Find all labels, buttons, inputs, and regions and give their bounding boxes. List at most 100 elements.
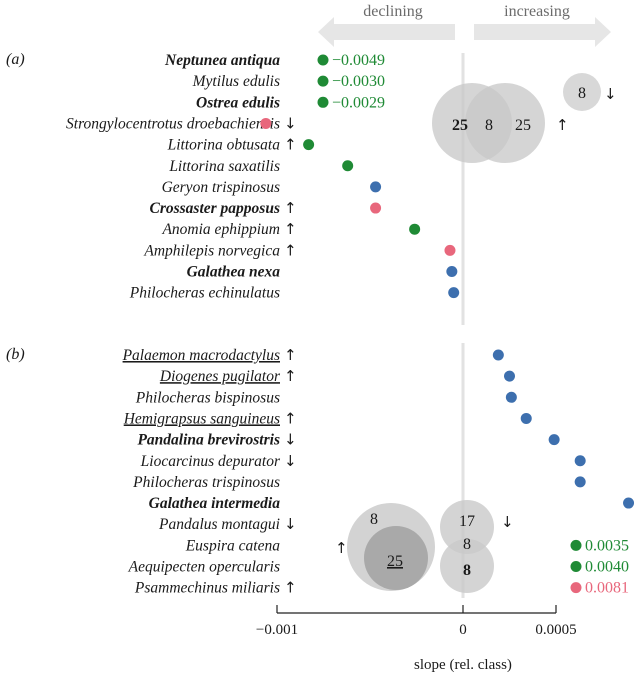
species-row: Psammechinus miliaris ↑ 0.0081: [134, 579, 629, 597]
venn-a-single: 8 ↓: [563, 73, 617, 111]
trend-arrow: ↑: [284, 136, 297, 154]
species-row: Philocheras echinulatus: [129, 285, 460, 302]
slope-point: [574, 476, 586, 488]
slope-point: [520, 412, 532, 424]
trend-arrow: ↑: [284, 241, 297, 259]
trend-arrow: ↑: [284, 346, 297, 364]
species-name: Hemigrapsus sanguineus: [123, 410, 280, 427]
slope-point: [492, 349, 504, 361]
species-name: Strongylocentrotus droebachiensis: [66, 115, 280, 132]
header-increasing-label: increasing: [504, 3, 570, 20]
slope-point: [570, 582, 582, 594]
slope-point: [317, 75, 329, 87]
slope-point: [504, 370, 515, 382]
slope-point: [574, 455, 586, 467]
species-name: Palaemon macrodactylus: [122, 347, 280, 364]
species-row: Pandalus montagui ↓: [158, 515, 297, 533]
venn-b-bottom-count: 8: [463, 562, 471, 579]
venn-a-pair: 25 8 25 ↑: [432, 83, 569, 163]
species-name: Amphilepis norvegica: [143, 242, 280, 259]
x-axis: slope (rel. class) −0.001 0 0.0005: [256, 605, 577, 673]
species-name: Galathea intermedia: [149, 495, 281, 512]
venn-b-stacked-arrow: ↓: [501, 513, 514, 531]
increasing-arrow: [474, 17, 611, 47]
venn-a-right-count: 25: [515, 117, 531, 134]
trend-arrow: ↓: [284, 452, 297, 470]
venn-b-nested-arrow: ↑: [335, 539, 348, 557]
slope-value-label: −0.0030: [332, 73, 385, 90]
species-name: Pandalus montagui: [158, 516, 280, 533]
species-name: Philocheras echinulatus: [129, 285, 280, 302]
trend-arrow: ↑: [284, 367, 297, 385]
venn-b-outer-count: 8: [370, 511, 378, 528]
species-name: Aequipecten opercularis: [128, 559, 280, 576]
venn-a-overlap-count: 8: [485, 117, 493, 134]
species-row: Liocarcinus depurator ↓: [140, 452, 586, 470]
species-name: Neptunea antiqua: [164, 52, 280, 69]
venn-b-overlap-count: 8: [463, 536, 471, 553]
species-name: Liocarcinus depurator: [140, 453, 281, 470]
venn-diagrams: 25 8 25 ↑ 8 ↓ 8 25 ↑ 17 8 8 ↓: [335, 73, 617, 593]
species-name: Galathea nexa: [187, 264, 281, 281]
species-row: Anomia ephippium ↑: [161, 220, 421, 238]
slope-point: [505, 391, 517, 403]
trend-arrow: ↑: [284, 579, 297, 597]
slope-point: [446, 266, 458, 277]
species-name: Pandalina brevirostris: [137, 432, 280, 449]
species-name: Littorina obtusata: [167, 137, 281, 154]
species-row: Littorina obtusata ↑: [167, 136, 315, 154]
venn-a-left-count: 25: [452, 117, 468, 134]
slope-value-label: −0.0049: [332, 52, 385, 69]
venn-b-bottom-circle: [440, 539, 494, 593]
species-row: Littorina saxatilis: [168, 158, 354, 175]
species-row: Galathea nexa: [187, 264, 458, 281]
species-name: Diogenes pugilator: [159, 368, 281, 385]
species-name: Philocheras bispinosus: [135, 389, 280, 406]
venn-a-right-circle: [465, 83, 545, 163]
species-row: Palaemon macrodactylus ↑: [122, 346, 504, 364]
venn-b-nested: 8 25 ↑: [335, 503, 435, 591]
venn-b-top-circle: [440, 500, 494, 554]
species-row: Ostrea edulis −0.0029: [196, 94, 385, 111]
species-name: Geryon trispinosus: [162, 179, 280, 196]
species-row: Crossaster papposus ↑: [150, 199, 382, 217]
species-row: Pandalina brevirostris ↓: [137, 431, 560, 449]
slope-point: [623, 497, 635, 509]
species-name: Crossaster papposus: [150, 200, 281, 217]
slope-point: [548, 434, 560, 446]
slope-point: [370, 202, 382, 214]
x-tick-label: 0.0005: [535, 622, 576, 638]
species-rows: Neptunea antiqua −0.0049 Mytilus edulis −0.…: [66, 52, 635, 597]
slope-value-label: 0.0035: [585, 537, 629, 554]
trend-arrow: ↑: [284, 220, 297, 238]
venn-a-arrow: ↑: [556, 116, 569, 134]
species-row: Hemigrapsus sanguineus ↑: [123, 409, 532, 427]
species-row: Strongylocentrotus droebachiensis ↓: [66, 114, 297, 132]
venn-a-single-circle: [563, 73, 601, 111]
trend-arrow: ↑: [284, 409, 297, 427]
species-row: Philocheras bispinosus: [135, 389, 517, 406]
venn-b-inner-circle: [364, 526, 428, 590]
slope-point: [303, 139, 315, 151]
venn-b-stacked: 17 8 8 ↓: [440, 500, 514, 593]
slope-point: [409, 223, 421, 235]
slope-point: [260, 117, 272, 129]
species-row: Galathea intermedia: [149, 495, 635, 512]
species-row: Philocheras trispinosus: [132, 474, 586, 491]
trend-arrow: ↑: [284, 199, 297, 217]
species-row: Geryon trispinosus: [162, 179, 382, 196]
panel-b-label: (b): [6, 346, 25, 363]
header: declining increasing: [318, 3, 611, 47]
slope-point: [317, 96, 329, 108]
species-name: Philocheras trispinosus: [132, 474, 280, 491]
species-name: Anomia ephippium: [161, 221, 280, 238]
slope-point: [570, 561, 582, 572]
venn-a-single-count: 8: [578, 85, 586, 102]
venn-b-top-count: 17: [459, 513, 475, 530]
species-row: Neptunea antiqua −0.0049: [164, 52, 385, 69]
slope-value-label: −0.0029: [332, 94, 385, 111]
trend-arrow: ↓: [284, 114, 297, 132]
slope-point: [570, 539, 582, 551]
species-row: Diogenes pugilator ↑: [159, 367, 515, 385]
